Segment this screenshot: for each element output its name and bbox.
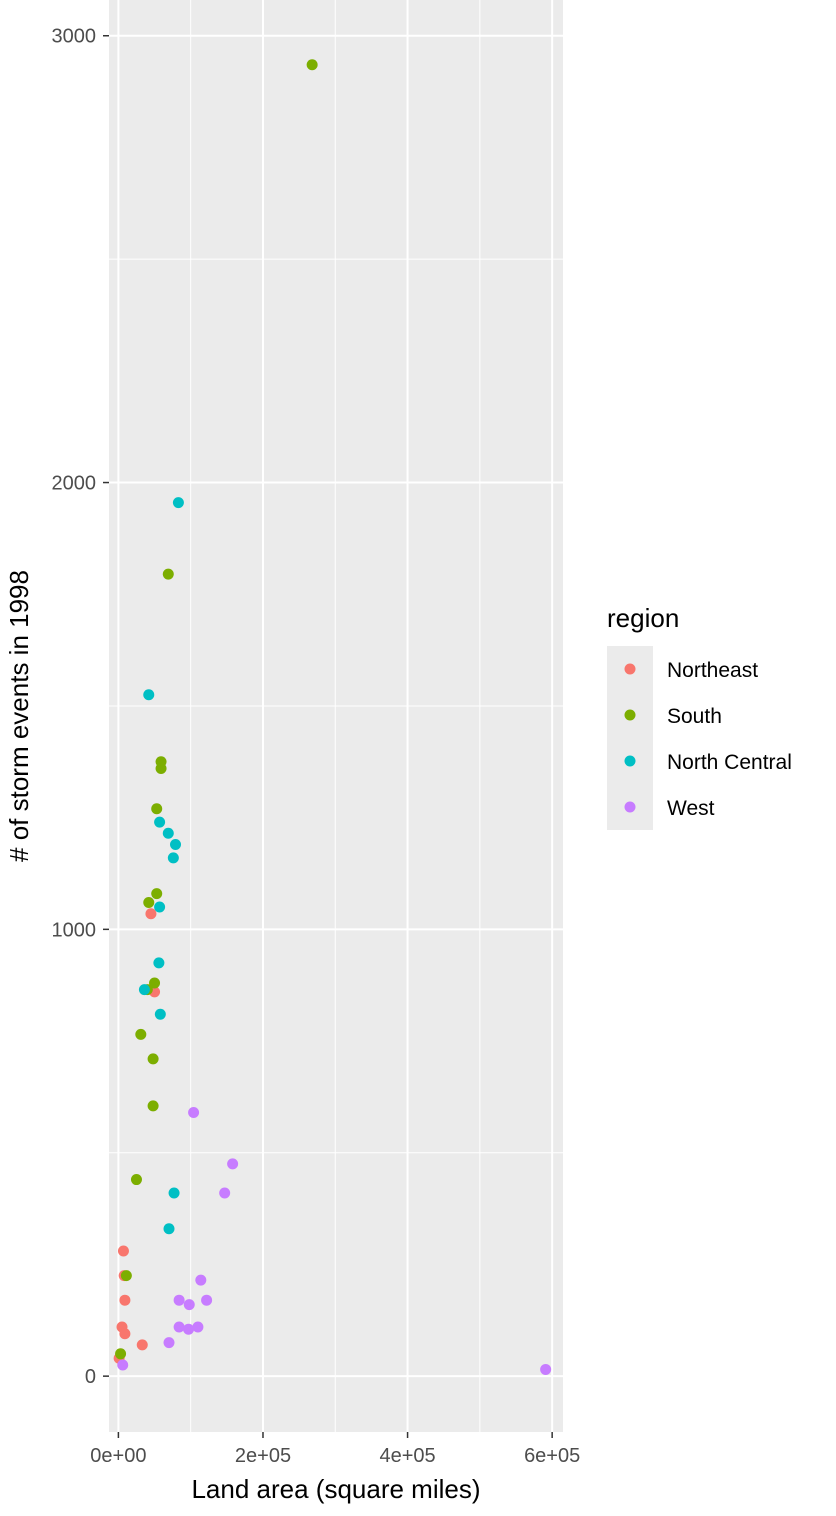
y-tick-label: 0 [85,1366,96,1388]
point-north-central [168,1187,180,1199]
legend-key-west [624,801,636,813]
point-north-central [154,816,166,828]
legend: region Northeast South North Central West [607,603,792,830]
point-south [120,1270,132,1282]
point-west [173,1321,185,1333]
point-south [135,1028,147,1040]
point-south [130,1174,142,1186]
point-west [163,1337,175,1349]
point-west [219,1187,231,1199]
point-west [173,1294,185,1306]
x-tick-label: 2e+05 [235,1445,291,1467]
point-northeast [119,1294,131,1306]
y-axis-title: # of storm events in 1998 [4,570,34,862]
point-north-central [163,1223,175,1235]
point-north-central [154,901,166,913]
point-west [188,1107,200,1119]
legend-key-northeast [624,663,636,675]
point-south [115,1348,127,1360]
x-axis-title: Land area (square miles) [191,1474,480,1504]
grid-major [109,0,563,1432]
point-south [151,888,163,900]
point-northeast [145,908,157,920]
point-west [183,1323,195,1335]
legend-label-north-central: North Central [667,751,792,774]
legend-label-northeast: Northeast [667,659,758,682]
point-south [147,1100,159,1112]
point-south [149,977,161,989]
x-tick-label: 0e+00 [90,1445,146,1467]
legend-key-north-central [624,755,636,767]
point-northeast [117,1245,129,1257]
point-west [201,1294,213,1306]
point-west [117,1359,129,1371]
legend-key-background [607,646,653,830]
legend-title: region [607,603,679,633]
x-tick-label: 6e+05 [524,1445,580,1467]
point-south [306,59,318,71]
legend-key-south [624,709,636,721]
grid-minor [109,0,563,1432]
x-tick-label: 4e+05 [379,1445,435,1467]
y-tick-label: 3000 [52,26,97,48]
point-northeast [136,1339,148,1351]
point-north-central [154,1008,166,1020]
point-north-central [167,852,179,864]
y-tick-label: 1000 [52,919,97,941]
y-tick-label: 2000 [52,473,97,495]
data-points [113,59,552,1375]
point-north-central [143,689,155,701]
plot-panel [109,0,563,1432]
point-west [192,1321,204,1333]
point-north-central [138,984,150,996]
point-west [183,1299,195,1311]
point-west [227,1158,239,1170]
point-south [151,803,163,815]
point-north-central [172,497,184,509]
point-northeast [119,1328,131,1340]
point-west [195,1274,207,1286]
point-south [143,897,155,909]
x-axis-ticks: 0e+00 2e+05 4e+05 6e+05 [90,1432,580,1467]
legend-label-south: South [667,705,722,728]
point-north-central [162,827,174,839]
y-axis-ticks: 0 1000 2000 3000 [52,26,109,1388]
point-north-central [153,957,165,969]
point-south [162,568,174,580]
point-south [155,762,167,774]
point-south [147,1053,159,1065]
point-north-central [170,838,182,850]
legend-label-west: West [667,797,715,820]
point-west [540,1363,552,1375]
